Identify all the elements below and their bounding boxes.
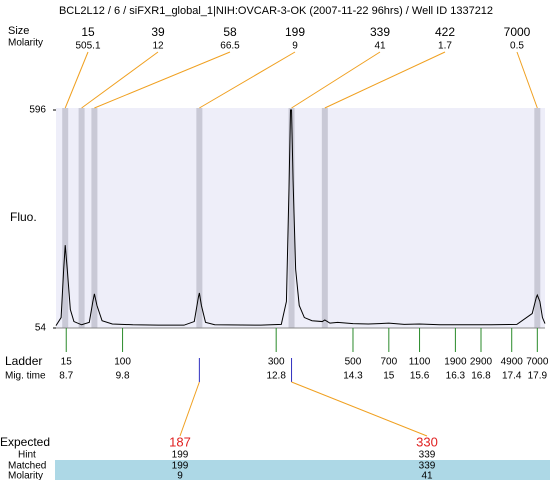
expected-molarity-label: Molarity <box>8 471 43 480</box>
expected-value: 330 <box>416 434 438 449</box>
ladder-time: 15 <box>383 371 395 382</box>
peak-connector <box>324 51 446 109</box>
ladder-time: 17.4 <box>502 371 522 382</box>
peak-band <box>321 108 328 328</box>
chart-title: BCL2L12 / 6 / siFXR1_global_1|NIH:OVCAR-… <box>59 5 493 17</box>
ladder-size: 2900 <box>470 357 493 368</box>
matched-value: 339 <box>419 461 436 472</box>
ladder-size: 15 <box>61 357 73 368</box>
ladder-size: 300 <box>268 357 285 368</box>
ladder-time: 16.3 <box>446 371 466 382</box>
peak-connector <box>199 51 296 109</box>
y-label: Fluo. <box>10 210 37 224</box>
ladder-size: 1100 <box>409 357 431 368</box>
expected-label: Expected <box>0 435 50 449</box>
peak-connector <box>64 51 89 109</box>
peak-molarity: 505.1 <box>75 41 100 52</box>
peak-size: 339 <box>370 25 390 39</box>
match-connector <box>291 381 428 437</box>
ladder-time: 8.7 <box>59 371 73 382</box>
matched-value: 199 <box>172 461 189 472</box>
y-tick-label: 596 <box>29 105 46 116</box>
peak-connector <box>516 51 538 109</box>
peak-molarity: 9 <box>292 41 298 52</box>
ladder-time: 14.3 <box>343 371 363 382</box>
peak-connector <box>291 51 381 109</box>
ladder-time: 15.6 <box>410 371 430 382</box>
peak-size: 39 <box>151 25 165 39</box>
peak-connector <box>94 51 231 109</box>
ladder-size: 100 <box>114 357 131 368</box>
hint-label: Hint <box>18 450 36 461</box>
matched-label: Matched <box>8 461 46 472</box>
peak-size: 15 <box>81 25 95 39</box>
peak-size: 58 <box>223 25 237 39</box>
ladder-label: Ladder <box>5 354 42 368</box>
peak-band <box>288 108 295 328</box>
y-tick-label: 54 <box>35 323 47 334</box>
ladder-size: 1900 <box>444 357 467 368</box>
ladder-size: 7000 <box>526 357 549 368</box>
peak-band <box>534 108 541 328</box>
peak-size: 199 <box>285 25 305 39</box>
peak-molarity: 41 <box>374 41 386 52</box>
molarity-label: Molarity <box>8 38 43 49</box>
size-label: Size <box>8 25 29 37</box>
expected-value: 187 <box>169 434 191 449</box>
peak-molarity: 66.5 <box>220 41 240 52</box>
peak-band <box>91 108 98 328</box>
ladder-time: 17.9 <box>528 371 548 382</box>
hint-value: 199 <box>172 450 189 461</box>
molarity-value: 41 <box>421 471 433 480</box>
mig-time-label: Mig. time <box>5 371 46 382</box>
plot-area <box>56 108 545 328</box>
matched-band <box>55 460 550 480</box>
peak-size: 7000 <box>504 25 531 39</box>
match-connector <box>179 381 200 437</box>
trace <box>55 109 546 326</box>
ladder-size: 700 <box>380 357 397 368</box>
ladder-time: 12.8 <box>266 371 286 382</box>
peak-molarity: 0.5 <box>510 41 524 52</box>
peak-band <box>62 108 69 328</box>
peak-size: 422 <box>435 25 455 39</box>
peak-band <box>196 108 203 328</box>
peak-connector <box>81 51 159 109</box>
hint-value: 339 <box>419 450 436 461</box>
ladder-size: 500 <box>345 357 362 368</box>
ladder-time: 16.8 <box>471 371 491 382</box>
molarity-value: 9 <box>177 471 183 480</box>
peak-band <box>78 108 85 328</box>
ladder-size: 4900 <box>501 357 524 368</box>
ladder-time: 9.8 <box>116 371 130 382</box>
peak-molarity: 1.7 <box>438 41 452 52</box>
peak-molarity: 12 <box>152 41 164 52</box>
